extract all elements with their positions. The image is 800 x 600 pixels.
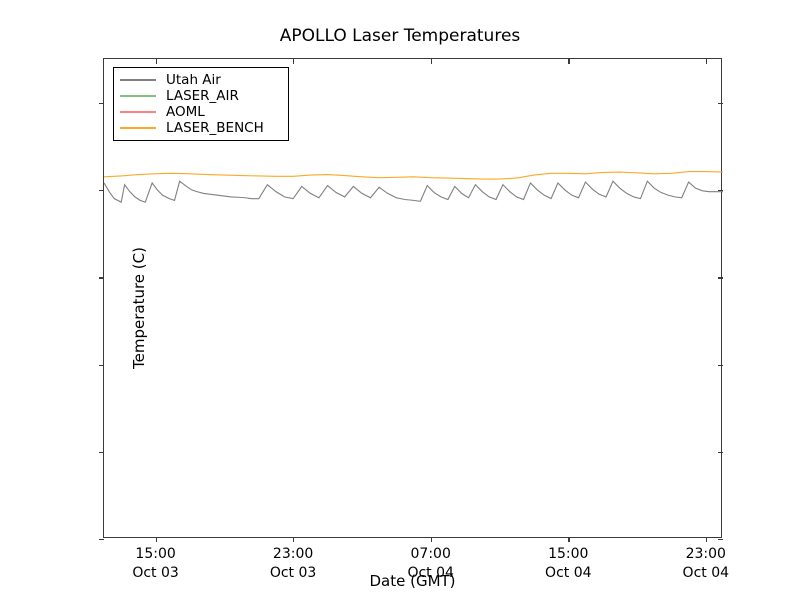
x-tick-time: 15:00: [135, 546, 176, 562]
x-tick-date: Oct 04: [407, 565, 454, 581]
legend-label: LASER_BENCH: [166, 120, 264, 136]
x-tick-mark: [293, 537, 295, 542]
x-tick-mark: [705, 537, 708, 542]
x-tick-date: Oct 03: [132, 565, 179, 581]
y-tick-mark-right: [718, 277, 723, 279]
x-tick-mark-top: [430, 59, 433, 64]
y-tick-mark-right: [718, 364, 723, 366]
legend-swatch-icon: [120, 111, 156, 113]
y-tick-mark-right: [718, 539, 723, 541]
legend-item-laser-bench[interactable]: LASER_BENCH: [120, 120, 282, 136]
chart-legend[interactable]: Utah Air LASER_AIR AOML LASER_BENCH: [113, 67, 289, 141]
x-tick-mark: [430, 537, 433, 542]
x-tick-mark-top: [293, 59, 295, 64]
x-tick-date: Oct 04: [682, 565, 730, 581]
y-tick-mark: [99, 277, 104, 279]
x-tick-time: 23:00: [685, 546, 726, 562]
x-axis-label: Date (GMT): [369, 572, 456, 590]
legend-item-utah-air[interactable]: Utah Air: [120, 72, 282, 88]
legend-item-laser-air[interactable]: LASER_AIR: [120, 88, 282, 104]
legend-swatch-icon: [120, 79, 156, 81]
x-tick-mark-top: [568, 59, 570, 64]
x-tick-time: 15:00: [548, 546, 589, 562]
legend-label: Utah Air: [166, 72, 221, 88]
chart-title: APOLLO Laser Temperatures: [279, 26, 521, 46]
x-tick-date: Oct 03: [269, 565, 317, 581]
x-tick-label: 23:00 Oct 03: [233, 545, 353, 583]
series-line-laser-bench: [104, 172, 723, 180]
legend-swatch-icon: [120, 95, 156, 97]
x-tick-mark-top: [705, 59, 708, 64]
y-tick-mark-right: [718, 451, 723, 454]
x-tick-mark: [155, 537, 157, 542]
x-tick-mark: [568, 537, 570, 542]
legend-swatch-icon: [120, 127, 156, 129]
x-tick-label: 15:00 Oct 04: [508, 545, 628, 583]
y-tick-mark-right: [718, 102, 723, 104]
x-tick-date: Oct 04: [545, 565, 592, 581]
y-tick-mark: [99, 189, 104, 192]
x-tick-label: 15:00 Oct 03: [96, 545, 216, 583]
plot-area[interactable]: Utah Air LASER_AIR AOML LASER_BENCH Tempera…: [99, 58, 729, 581]
x-tick-time: 23:00: [272, 546, 314, 562]
y-tick-mark: [99, 451, 104, 454]
y-tick-mark: [99, 364, 104, 366]
x-tick-label: 23:00 Oct 04: [646, 545, 766, 583]
x-tick-label: 07:00 Oct 04: [371, 545, 491, 583]
x-tick-time: 07:00: [410, 546, 451, 562]
series-line-utah-air: [104, 181, 723, 202]
y-tick-mark-right: [718, 189, 723, 192]
y-tick-mark: [99, 102, 104, 104]
x-tick-mark-top: [155, 59, 157, 64]
legend-label: LASER_AIR: [166, 88, 239, 104]
legend-label: AOML: [166, 104, 205, 120]
y-axis-label: Temperature (C): [130, 247, 148, 369]
y-tick-mark: [99, 539, 104, 541]
legend-item-aoml[interactable]: AOML: [120, 104, 282, 120]
plot-canvas: [104, 59, 723, 539]
